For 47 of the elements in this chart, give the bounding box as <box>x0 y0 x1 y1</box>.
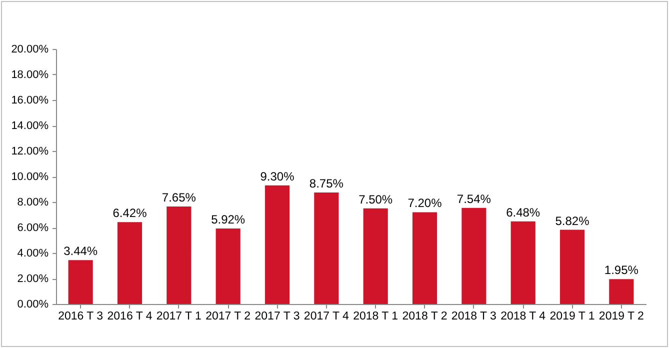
data-label: 9.30% <box>260 169 295 184</box>
bar <box>314 192 339 304</box>
y-tick-label: 18.00% <box>11 69 49 81</box>
x-tick-label: 2017 T 1 <box>156 310 202 322</box>
x-tick-label: 2018 T 3 <box>451 310 496 322</box>
bar <box>510 221 536 304</box>
data-label: 7.20% <box>408 196 442 210</box>
y-tick-label: 14.00% <box>11 120 49 132</box>
data-label: 6.42% <box>112 206 148 220</box>
data-label: 7.50% <box>358 192 393 206</box>
y-tick-label: 20.00% <box>11 44 49 56</box>
bar <box>609 279 634 304</box>
bar <box>68 260 93 304</box>
x-tick-label: 2019 T 1 <box>550 310 595 322</box>
bar <box>560 230 585 304</box>
x-tick-label: 2016 T 3 <box>58 310 104 322</box>
y-tick-label: 10.00% <box>11 171 49 183</box>
x-tick-label: 2018 T 1 <box>353 310 398 322</box>
y-tick-label: 16.00% <box>11 94 49 106</box>
x-tick-label: 2017 T 3 <box>254 310 300 322</box>
data-label: 5.92% <box>211 212 246 227</box>
data-label: 1.95% <box>604 263 639 278</box>
data-label: 3.44% <box>64 244 98 258</box>
data-label: 7.54% <box>456 192 492 206</box>
x-tick-label: 2017 T 2 <box>206 310 251 322</box>
x-tick-label: 2017 T 4 <box>304 310 350 322</box>
bar <box>412 212 438 304</box>
x-tick-label: 2019 T 2 <box>598 310 644 322</box>
bar <box>264 185 290 304</box>
data-label: 8.75% <box>309 176 344 190</box>
bar <box>363 208 388 304</box>
bar <box>166 206 192 304</box>
x-tick-label: 2016 T 4 <box>107 310 153 322</box>
y-tick-label: 12.00% <box>11 146 49 158</box>
bar <box>216 228 240 304</box>
bar <box>462 208 486 304</box>
y-tick-label: 6.00% <box>17 222 49 234</box>
bar <box>117 222 142 304</box>
y-tick-label: 0.00% <box>17 298 49 310</box>
x-tick-label: 2018 T 4 <box>500 310 546 322</box>
data-label: 6.48% <box>506 205 540 220</box>
y-tick-label: 4.00% <box>17 248 49 260</box>
data-label: 5.82% <box>555 214 590 228</box>
y-tick-label: 8.00% <box>17 196 49 208</box>
x-tick-label: 2018 T 2 <box>402 310 448 322</box>
y-tick-label: 2.00% <box>17 273 49 285</box>
data-label: 7.65% <box>162 190 196 204</box>
